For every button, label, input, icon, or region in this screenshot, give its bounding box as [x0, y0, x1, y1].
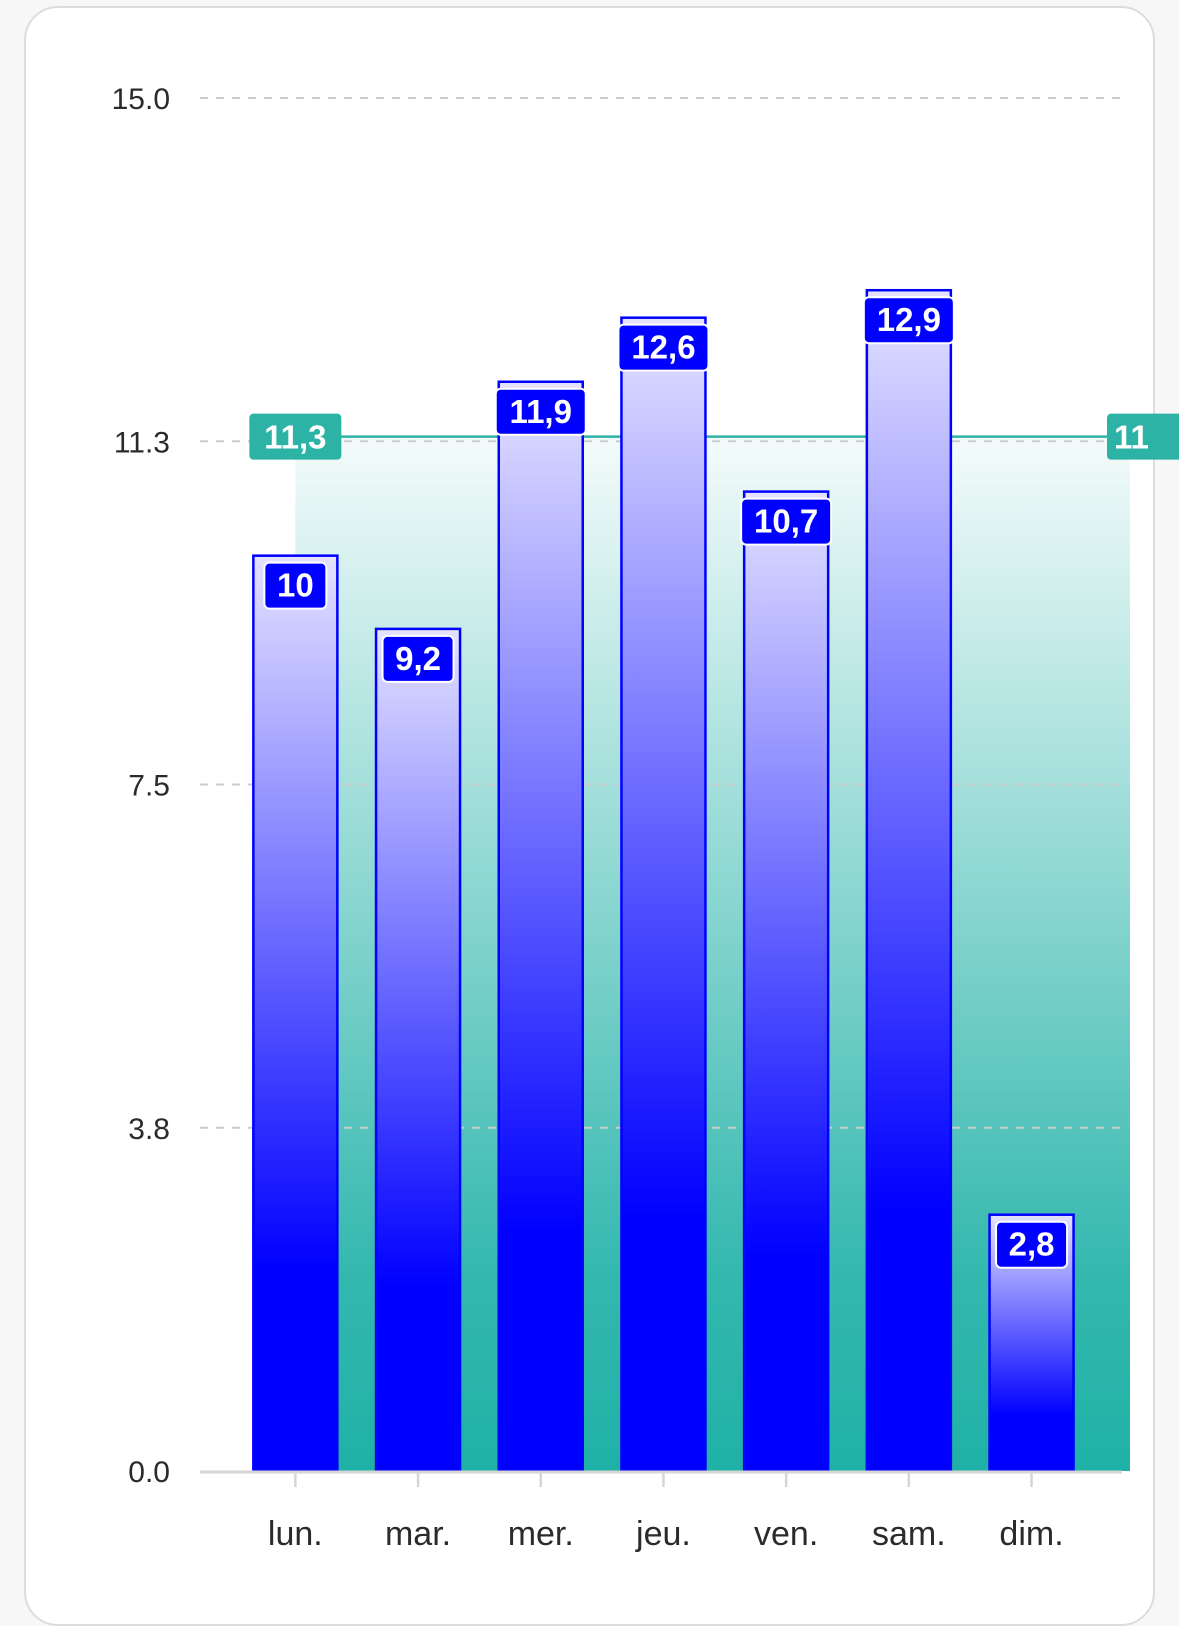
bar-value-label: 11,9 [510, 393, 572, 430]
average-labels: 11,3 11 [249, 413, 1179, 460]
bar [497, 380, 584, 1473]
y-tick-label: 0.0 [128, 1456, 170, 1489]
average-label-left: 11,3 [264, 419, 326, 456]
average-label-left-box [249, 413, 342, 460]
x-tick-label: sam. [872, 1515, 946, 1553]
bar [865, 288, 953, 1473]
bar [374, 627, 462, 1473]
bar-value-label: 9,2 [395, 640, 441, 677]
bar [620, 316, 707, 1473]
x-tick-label: ven. [754, 1515, 818, 1553]
axes: 0.0 3.8 7.5 11.3 15.0 lun. mar. mer. jeu. ven. sam… [112, 83, 1122, 1553]
bar [742, 490, 830, 1473]
bar-value-label-box [381, 634, 455, 683]
x-tick-label: mar. [385, 1515, 451, 1553]
bar [252, 554, 339, 1473]
x-tick-label: jeu. [635, 1515, 691, 1553]
bar-value-label: 10,7 [754, 503, 818, 540]
y-tick-label: 11.3 [114, 426, 170, 459]
y-tick-label: 3.8 [128, 1113, 170, 1146]
bar-value-label-box [995, 1220, 1069, 1269]
average-label-right: 11 [1114, 419, 1149, 456]
bar-labels: 10 9,2 11,9 12,6 10,7 12,9 2,8 [263, 296, 1069, 1269]
bar-value-label: 10 [277, 567, 314, 604]
bar-value-label-box [494, 387, 587, 436]
bar-value-label-box [263, 561, 328, 610]
bar-value-label: 12,6 [631, 329, 695, 366]
grid [200, 97, 1122, 1129]
x-tick-label: dim. [999, 1515, 1063, 1553]
bar-value-label-box [740, 497, 833, 546]
bar-value-label-box [617, 323, 710, 372]
bar-value-label-box [862, 296, 955, 345]
y-tick-label: 7.5 [128, 770, 170, 803]
x-tick-label: lun. [268, 1515, 323, 1553]
bar-value-label: 12,9 [877, 301, 941, 338]
average-label-right-box [1107, 413, 1179, 460]
y-tick-label: 15.0 [112, 83, 170, 116]
x-tick-label: mer. [508, 1515, 574, 1553]
bar-value-label: 2,8 [1009, 1226, 1055, 1263]
